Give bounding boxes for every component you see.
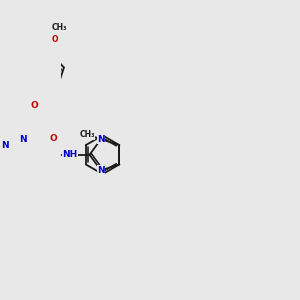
Text: O: O bbox=[30, 100, 38, 109]
Text: N: N bbox=[97, 166, 105, 175]
Text: N: N bbox=[1, 141, 8, 150]
Text: N: N bbox=[97, 135, 105, 144]
Text: CH₃: CH₃ bbox=[51, 23, 67, 32]
Text: O: O bbox=[50, 134, 58, 143]
Text: NH: NH bbox=[63, 150, 78, 159]
Text: N: N bbox=[19, 135, 27, 144]
Text: CH₃: CH₃ bbox=[80, 130, 95, 139]
Text: O: O bbox=[52, 35, 59, 44]
